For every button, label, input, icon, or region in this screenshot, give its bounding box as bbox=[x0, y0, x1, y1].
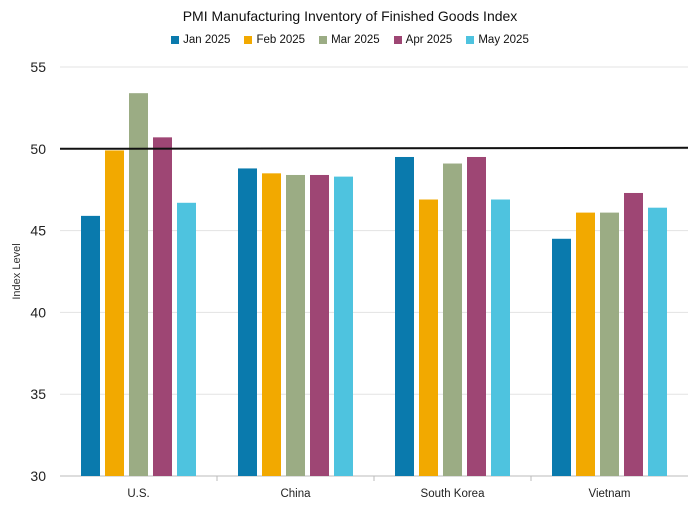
bar bbox=[262, 173, 281, 476]
legend-swatch bbox=[244, 36, 253, 44]
x-tick-label: South Korea bbox=[421, 488, 486, 500]
legend-swatch bbox=[466, 36, 475, 44]
bar bbox=[552, 238, 571, 476]
legend: Jan 2025 Feb 2025 Mar 2025 Apr 2025 May 2025 bbox=[0, 34, 700, 46]
legend-label: Mar 2025 bbox=[331, 34, 380, 46]
y-tick-label: 55 bbox=[30, 59, 46, 75]
legend-label: Jan 2025 bbox=[183, 34, 231, 46]
legend-item: May 2025 bbox=[466, 34, 529, 46]
x-tick-label: China bbox=[280, 488, 311, 500]
legend-item: Mar 2025 bbox=[319, 34, 380, 46]
bar bbox=[238, 168, 257, 476]
legend-item: Apr 2025 bbox=[393, 34, 453, 46]
bar bbox=[419, 199, 438, 477]
legend-label: Apr 2025 bbox=[405, 34, 453, 46]
bar bbox=[491, 199, 510, 477]
bar bbox=[153, 137, 172, 476]
y-tick-label: 35 bbox=[30, 386, 46, 402]
legend-item: Feb 2025 bbox=[244, 34, 305, 46]
chart-title: PMI Manufacturing Inventory of Finished … bbox=[182, 8, 518, 24]
legend-label: May 2025 bbox=[478, 34, 529, 46]
y-axis-label: Index Level bbox=[11, 243, 23, 299]
bar bbox=[467, 156, 486, 477]
bar bbox=[624, 192, 643, 477]
legend-swatch bbox=[171, 36, 180, 44]
y-tick-label: 30 bbox=[30, 468, 46, 484]
legend-swatch bbox=[393, 36, 402, 44]
bar bbox=[648, 207, 667, 477]
bar bbox=[395, 156, 414, 477]
legend-item: Jan 2025 bbox=[171, 34, 230, 46]
bar bbox=[443, 163, 462, 477]
bar bbox=[310, 174, 329, 476]
y-tick-label: 50 bbox=[30, 141, 46, 157]
bar bbox=[81, 215, 100, 476]
bar bbox=[576, 212, 595, 476]
y-tick-label: 40 bbox=[30, 304, 46, 320]
bar bbox=[286, 174, 305, 476]
bar bbox=[177, 202, 196, 476]
bar bbox=[129, 93, 148, 477]
x-tick-label: U.S. bbox=[127, 488, 149, 500]
bar bbox=[334, 176, 353, 476]
bar bbox=[600, 212, 619, 476]
bar bbox=[105, 150, 124, 476]
legend-label: Feb 2025 bbox=[256, 34, 306, 46]
y-tick-label: 45 bbox=[30, 223, 46, 239]
x-tick-label: Vietnam bbox=[589, 488, 631, 500]
reference-line bbox=[59, 146, 689, 150]
legend-swatch bbox=[319, 36, 328, 44]
